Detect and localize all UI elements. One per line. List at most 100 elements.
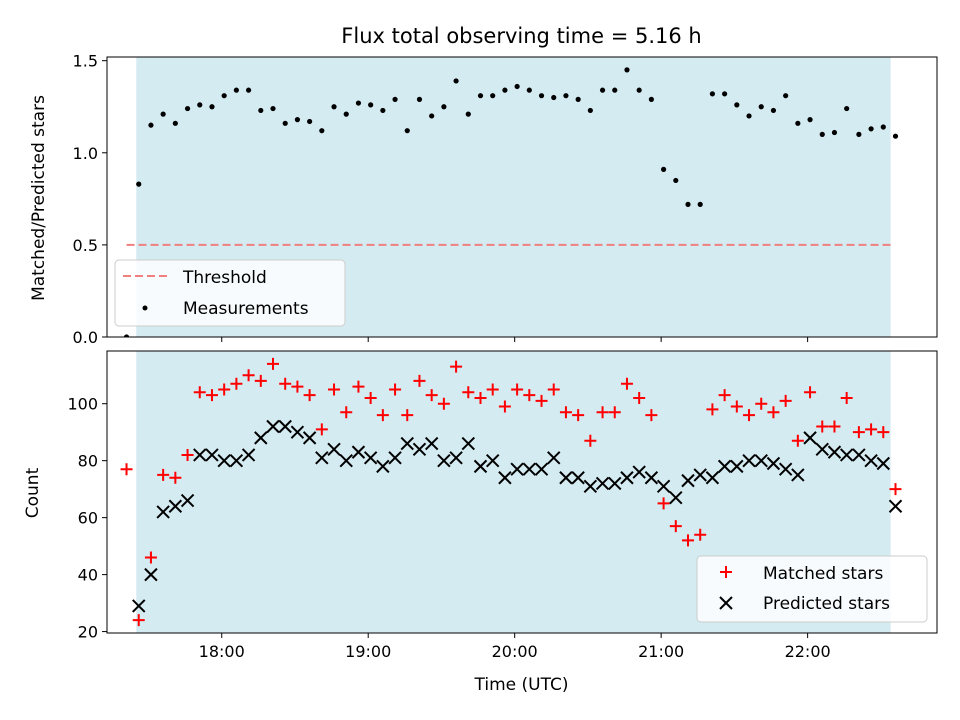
predicted-star-point [766,456,781,471]
predicted-star-point [302,431,317,445]
measurement-point [795,120,801,126]
measurement-point [624,67,630,73]
measurement-point [245,87,252,93]
matched-star-point [730,400,743,413]
predicted-star-point [791,468,805,482]
predicted-star-point [144,567,158,582]
matched-star-point [437,397,450,410]
matched-star-point [816,420,829,433]
measurement-point [587,107,593,114]
predicted-star-point [742,453,756,468]
y-tick-label: 1.5 [73,52,98,71]
measurement-point [514,83,520,90]
measurement-point [783,93,789,99]
measurement-point [502,87,508,93]
matched-star-point [584,434,597,447]
predicted-star-point [485,453,500,468]
predicted-star-point [156,505,170,519]
measurement-point [294,117,301,123]
legend-bottom-frame [696,555,928,623]
predicted-star-point [327,442,341,456]
matched-star-point [645,409,658,422]
matched-star-point [718,389,731,402]
measurement-point [465,111,471,117]
predicted-star-point [620,471,634,485]
matched-star-point [840,392,853,404]
predicted-star-point [363,451,378,465]
predicted-star-point [827,445,842,459]
predicted-star-point [400,436,414,451]
measurement-point [526,87,532,93]
predicted-star-point [632,465,646,479]
x-tick-label: 18:00 [199,642,245,661]
measurement-point [160,111,166,117]
measurement-point [368,102,374,108]
predicted-star-point [241,448,256,462]
matched-star-point [279,377,292,390]
predicted-star-point [351,445,366,459]
y-tick-label: 0.0 [73,328,98,347]
y-axis-label-top: Matched/Predicted stars [29,95,49,301]
predicted-star-point [205,448,219,462]
matched-star-point [315,423,328,436]
matched-star-point [633,392,646,404]
matched-star-point [389,383,402,396]
matched-star-point [254,374,267,387]
measurement-point [563,93,569,99]
predicted-star-point [583,479,598,494]
legend-top-frame [114,259,346,327]
matched-star-point [474,392,487,404]
predicted-star-point [852,448,866,462]
matched-star-point [559,406,572,419]
x-axis-label: Time (UTC) [474,675,569,695]
predicted-star-point [388,451,402,465]
predicted-star-point [498,471,512,485]
matched-star-point [328,383,341,396]
y-tick-label: 0.5 [73,236,98,255]
matched-star-point [596,406,609,419]
measurement-point [355,100,362,106]
matched-star-point [157,468,170,481]
measurement-point [148,122,154,128]
matched-star-point [791,434,804,447]
predicted-star-point [754,453,768,468]
measurement-point [441,104,447,110]
matched-star-point [877,426,890,439]
axes-frame [106,56,938,338]
measurement-point [648,96,654,102]
measurement-point [123,334,130,337]
predicted-star-point [534,462,549,476]
y-tick-label: 40 [78,566,98,585]
measurement-point [734,102,740,108]
matched-star-point [425,389,438,402]
measurement-point [331,104,337,110]
matched-star-point [779,394,792,407]
y-tick-label: 60 [78,509,98,528]
predicted-star-point [803,431,817,445]
predicted-star-point [876,456,891,471]
predicted-star-point [217,453,231,468]
measurement-point [709,91,716,97]
matched-star-point [181,448,194,461]
measurement-point [197,102,203,108]
measurement-point [880,124,886,130]
matched-star-point [767,406,780,419]
measurement-point [575,96,581,102]
matched-star-point [120,463,133,476]
measurement-point [209,104,215,110]
matched-star-point [169,471,182,484]
measurement-point [380,107,386,114]
matched-star-point [804,386,817,399]
predicted-star-point [559,471,573,485]
measurement-point [770,107,777,114]
matched-star-point [242,369,255,382]
matched-star-point [608,406,621,419]
predicted-star-point [278,419,292,434]
x-tick-label: 20:00 [492,642,538,661]
matched-star-point [865,423,878,436]
matched-star-point [535,394,548,407]
predicted-star-point [376,459,390,474]
y-tick-label: 100 [67,395,98,414]
measurement-point [660,166,667,172]
